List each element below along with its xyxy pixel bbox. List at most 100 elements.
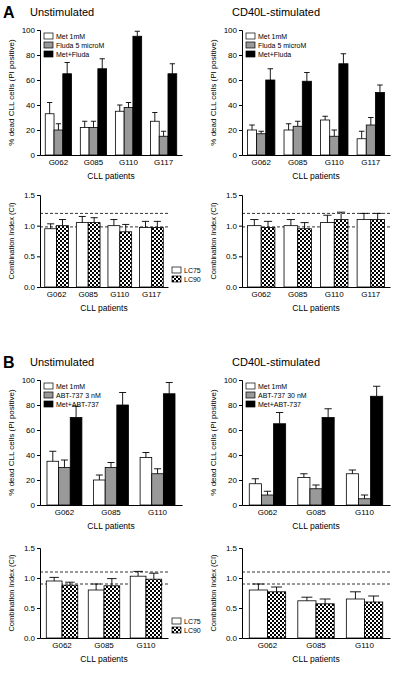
tick: 60 xyxy=(26,426,40,435)
tick-label: G085 xyxy=(84,158,104,167)
bar xyxy=(150,121,159,155)
tick-label: G085 xyxy=(306,641,326,650)
tick-mark xyxy=(239,55,242,56)
tick: G062 xyxy=(47,290,67,299)
error-bar xyxy=(359,131,364,139)
tick-label: G062 xyxy=(52,641,72,650)
tick: G117 xyxy=(142,290,162,299)
bar xyxy=(94,480,106,505)
axis-line xyxy=(243,638,391,639)
y-axis-title: % dead CLL cells (PI positive) xyxy=(7,389,16,496)
bar xyxy=(257,134,266,155)
tick-label: 0 xyxy=(31,501,36,510)
error-bar xyxy=(287,220,295,226)
figure: 020406080100G062G085G110G117CLL patients… xyxy=(0,0,400,700)
chart-title: Unstimulated xyxy=(30,6,94,18)
tick-mark xyxy=(239,226,242,227)
y-axis-title: Combination Index (CI) xyxy=(209,202,218,280)
legend-entry: Met+ABT-737 xyxy=(246,401,301,408)
legend-entry: Met 1mM xyxy=(44,383,85,390)
tick: G085 xyxy=(306,641,326,650)
error-bar xyxy=(161,131,166,136)
x-axis-title: CLL patients xyxy=(80,654,127,664)
legend-label: Met+Fluda xyxy=(258,51,291,58)
tick: 60 xyxy=(26,76,40,85)
bar xyxy=(249,590,267,638)
tick-label: 0.5 xyxy=(24,604,36,613)
tick: 1.5 xyxy=(226,544,242,553)
tick: G085 xyxy=(94,641,114,650)
error-bar xyxy=(65,582,74,585)
tick-label: G110 xyxy=(355,641,375,650)
tick-label: G110 xyxy=(355,508,375,517)
tick-label: 60 xyxy=(228,76,237,85)
x-axis-title: CLL patients xyxy=(80,303,127,313)
x-axis: G062G085G110 xyxy=(243,639,391,650)
bar xyxy=(88,590,104,638)
tick: 1.0 xyxy=(226,222,242,231)
error-bar xyxy=(349,470,356,474)
tick-mark xyxy=(239,80,242,81)
bar xyxy=(375,93,384,156)
legend-swatch xyxy=(172,276,181,282)
tick: 40 xyxy=(228,451,242,460)
panel-label: B xyxy=(3,354,15,371)
error-bar xyxy=(65,63,70,74)
x-axis: G062G085G110 xyxy=(243,506,391,517)
y-axis: 020406080100 xyxy=(224,376,243,510)
tick-label: 100 xyxy=(22,26,36,35)
tick: 80 xyxy=(228,51,242,60)
error-bar xyxy=(253,584,264,590)
plot-area xyxy=(242,212,390,287)
tick: G110 xyxy=(325,290,345,299)
error-bar xyxy=(154,469,161,474)
tick-mark xyxy=(239,480,242,481)
tick-mark xyxy=(37,430,40,431)
error-bar xyxy=(108,463,115,468)
legend: LC75LC90 xyxy=(172,618,201,634)
legend-label: LC75 xyxy=(184,618,201,625)
tick: 20 xyxy=(26,476,40,485)
reference-line xyxy=(40,572,168,573)
legend-swatch xyxy=(246,42,255,48)
y-axis: 020406080100 xyxy=(22,26,41,160)
error-bar xyxy=(110,220,117,226)
bar xyxy=(322,418,334,506)
bar xyxy=(47,461,59,505)
tick-label: 100 xyxy=(224,26,238,35)
bar xyxy=(321,223,335,287)
bar xyxy=(140,458,152,506)
bar xyxy=(146,579,162,638)
bar xyxy=(63,74,72,155)
chart: 0.00.51.01.5G062G085G110CLL patientsComb… xyxy=(209,544,391,664)
reference-line xyxy=(40,213,168,214)
axis-line xyxy=(37,31,41,156)
tick-label: 0.5 xyxy=(24,252,36,261)
bar xyxy=(104,586,120,638)
error-bar xyxy=(91,218,98,223)
tick-label: G085 xyxy=(288,290,308,299)
tick: 0.5 xyxy=(226,252,242,261)
error-bar xyxy=(249,125,254,130)
chart: 0.00.51.01.5G062G085G110CLL patientsComb… xyxy=(7,544,201,664)
tick-label: 40 xyxy=(26,101,35,110)
axis-line xyxy=(41,638,169,639)
bar xyxy=(310,489,322,505)
error-bar xyxy=(47,224,54,229)
tick-label: G110 xyxy=(325,158,345,167)
tick-label: 20 xyxy=(26,476,35,485)
error-bar xyxy=(323,215,331,222)
legend: LC75LC90 xyxy=(172,267,201,283)
tick-label: 40 xyxy=(228,101,237,110)
error-bar xyxy=(117,105,122,111)
error-bar xyxy=(49,577,58,581)
bar xyxy=(120,232,132,287)
error-bar xyxy=(166,383,173,394)
error-bar xyxy=(91,584,100,590)
tick-label: 0 xyxy=(233,151,238,160)
error-bar xyxy=(82,121,87,127)
error-bar xyxy=(264,491,271,495)
chart-title: CD40L-stimulated xyxy=(232,356,320,368)
tick-label: G062 xyxy=(55,508,75,517)
legend-swatch xyxy=(172,627,181,633)
